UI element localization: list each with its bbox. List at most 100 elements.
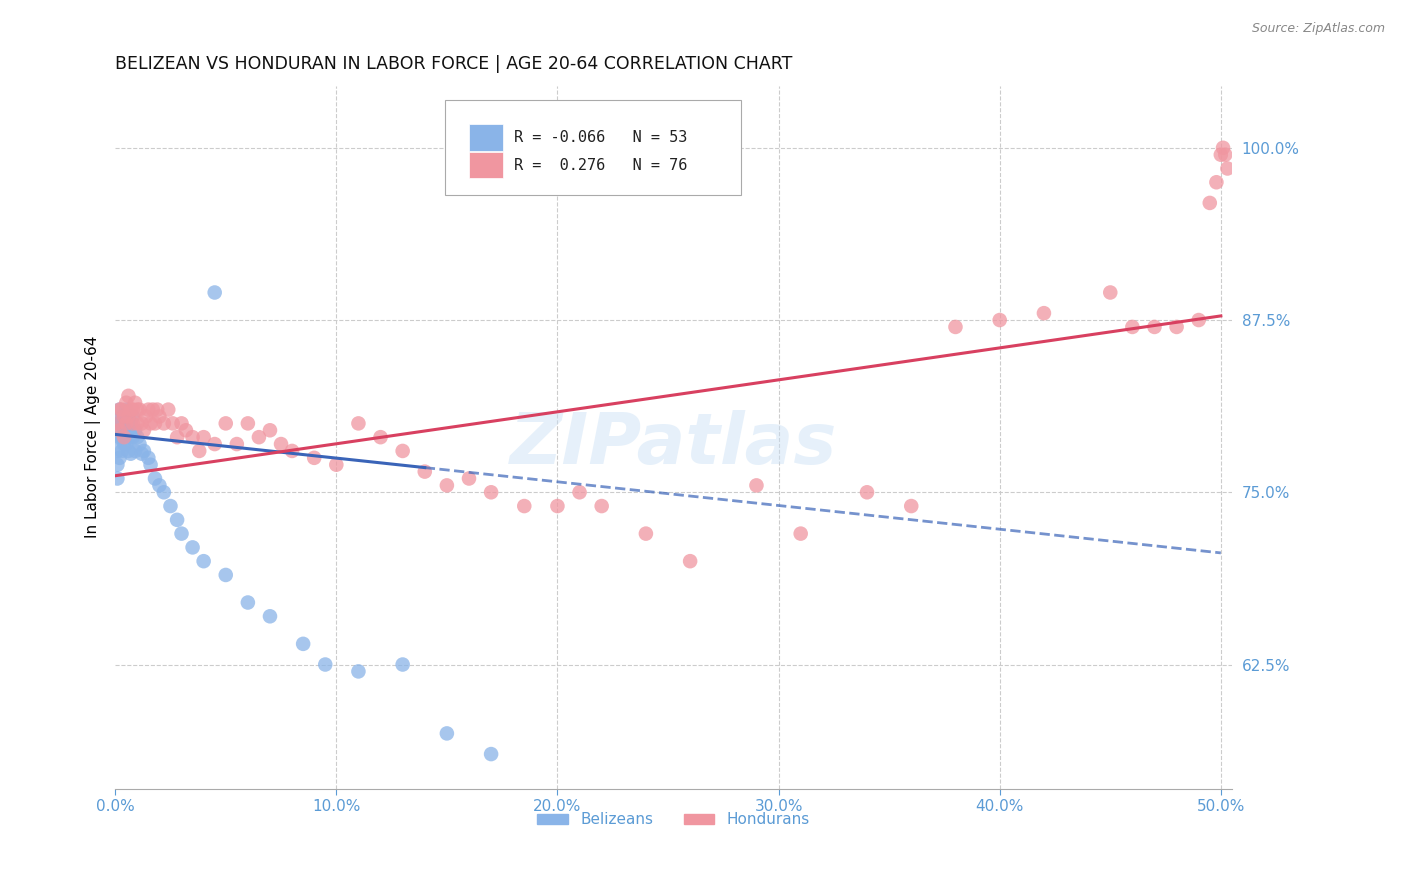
Point [679, 554, 702, 568]
Point [1032, 306, 1054, 320]
Point [132, 444, 155, 458]
Text: R =  0.276   N = 76: R = 0.276 N = 76 [513, 158, 688, 172]
Point [181, 541, 204, 555]
Point [108, 423, 131, 437]
Point [1121, 320, 1143, 334]
Point [148, 478, 170, 492]
Point [270, 437, 292, 451]
Point [117, 423, 139, 437]
Point [128, 437, 150, 451]
Point [143, 417, 166, 431]
Point [120, 447, 142, 461]
Point [124, 444, 146, 458]
Point [139, 458, 162, 472]
Point [215, 417, 238, 431]
Point [117, 389, 139, 403]
Point [131, 417, 153, 431]
Point [128, 402, 150, 417]
Point [1198, 195, 1220, 210]
Point [204, 437, 226, 451]
Legend: Belizeans, Hondurans: Belizeans, Hondurans [531, 806, 815, 834]
Point [900, 499, 922, 513]
Point [111, 430, 134, 444]
Point [945, 320, 967, 334]
Point [120, 430, 142, 444]
Point [112, 430, 135, 444]
Point [132, 423, 155, 437]
Point [292, 637, 315, 651]
Point [188, 444, 211, 458]
Point [247, 430, 270, 444]
Point [146, 402, 169, 417]
Point [111, 402, 134, 417]
Point [112, 437, 135, 451]
Point [115, 437, 138, 451]
Point [1099, 285, 1122, 300]
Point [215, 568, 238, 582]
Point [391, 657, 413, 672]
Point [153, 485, 176, 500]
Point [111, 417, 134, 431]
Point [143, 471, 166, 485]
Point [131, 447, 153, 461]
Point [170, 417, 193, 431]
Point [1216, 161, 1239, 176]
Point [117, 409, 139, 424]
Point [591, 499, 613, 513]
Point [122, 402, 145, 417]
Point [458, 471, 481, 485]
Point [347, 417, 370, 431]
Point [193, 554, 215, 568]
Point [112, 417, 135, 431]
Point [148, 409, 170, 424]
Point [105, 444, 128, 458]
Point [105, 430, 128, 444]
Point [127, 402, 149, 417]
Point [391, 444, 413, 458]
Point [138, 450, 160, 465]
Point [108, 417, 131, 431]
Point [124, 423, 146, 437]
Point [413, 465, 436, 479]
Point [325, 458, 347, 472]
Point [108, 450, 131, 465]
Text: R = -0.066   N = 53: R = -0.066 N = 53 [513, 130, 688, 145]
Point [117, 409, 139, 424]
Point [181, 430, 204, 444]
Point [1213, 147, 1236, 161]
Point [108, 402, 131, 417]
Point [347, 665, 370, 679]
Point [111, 409, 134, 424]
Point [105, 417, 128, 431]
Point [108, 430, 131, 444]
Point [281, 444, 304, 458]
Point [1143, 320, 1166, 334]
FancyBboxPatch shape [470, 152, 503, 178]
Point [745, 478, 768, 492]
Point [436, 478, 458, 492]
Point [139, 417, 162, 431]
Point [159, 499, 181, 513]
Point [1212, 141, 1234, 155]
Point [127, 417, 149, 431]
Point [108, 402, 131, 417]
Point [153, 417, 176, 431]
Point [135, 409, 157, 424]
Point [138, 402, 160, 417]
Point [117, 444, 139, 458]
Point [302, 450, 325, 465]
Point [259, 609, 281, 624]
Text: Source: ZipAtlas.com: Source: ZipAtlas.com [1251, 22, 1385, 36]
Point [856, 485, 879, 500]
Point [193, 430, 215, 444]
Point [166, 430, 188, 444]
Point [634, 526, 657, 541]
Text: BELIZEAN VS HONDURAN IN LABOR FORCE | AGE 20-64 CORRELATION CHART: BELIZEAN VS HONDURAN IN LABOR FORCE | AG… [115, 55, 793, 73]
Point [111, 444, 134, 458]
Point [568, 485, 591, 500]
Point [105, 471, 128, 485]
Point [479, 747, 502, 761]
Point [166, 513, 188, 527]
Point [115, 417, 138, 431]
Point [127, 430, 149, 444]
